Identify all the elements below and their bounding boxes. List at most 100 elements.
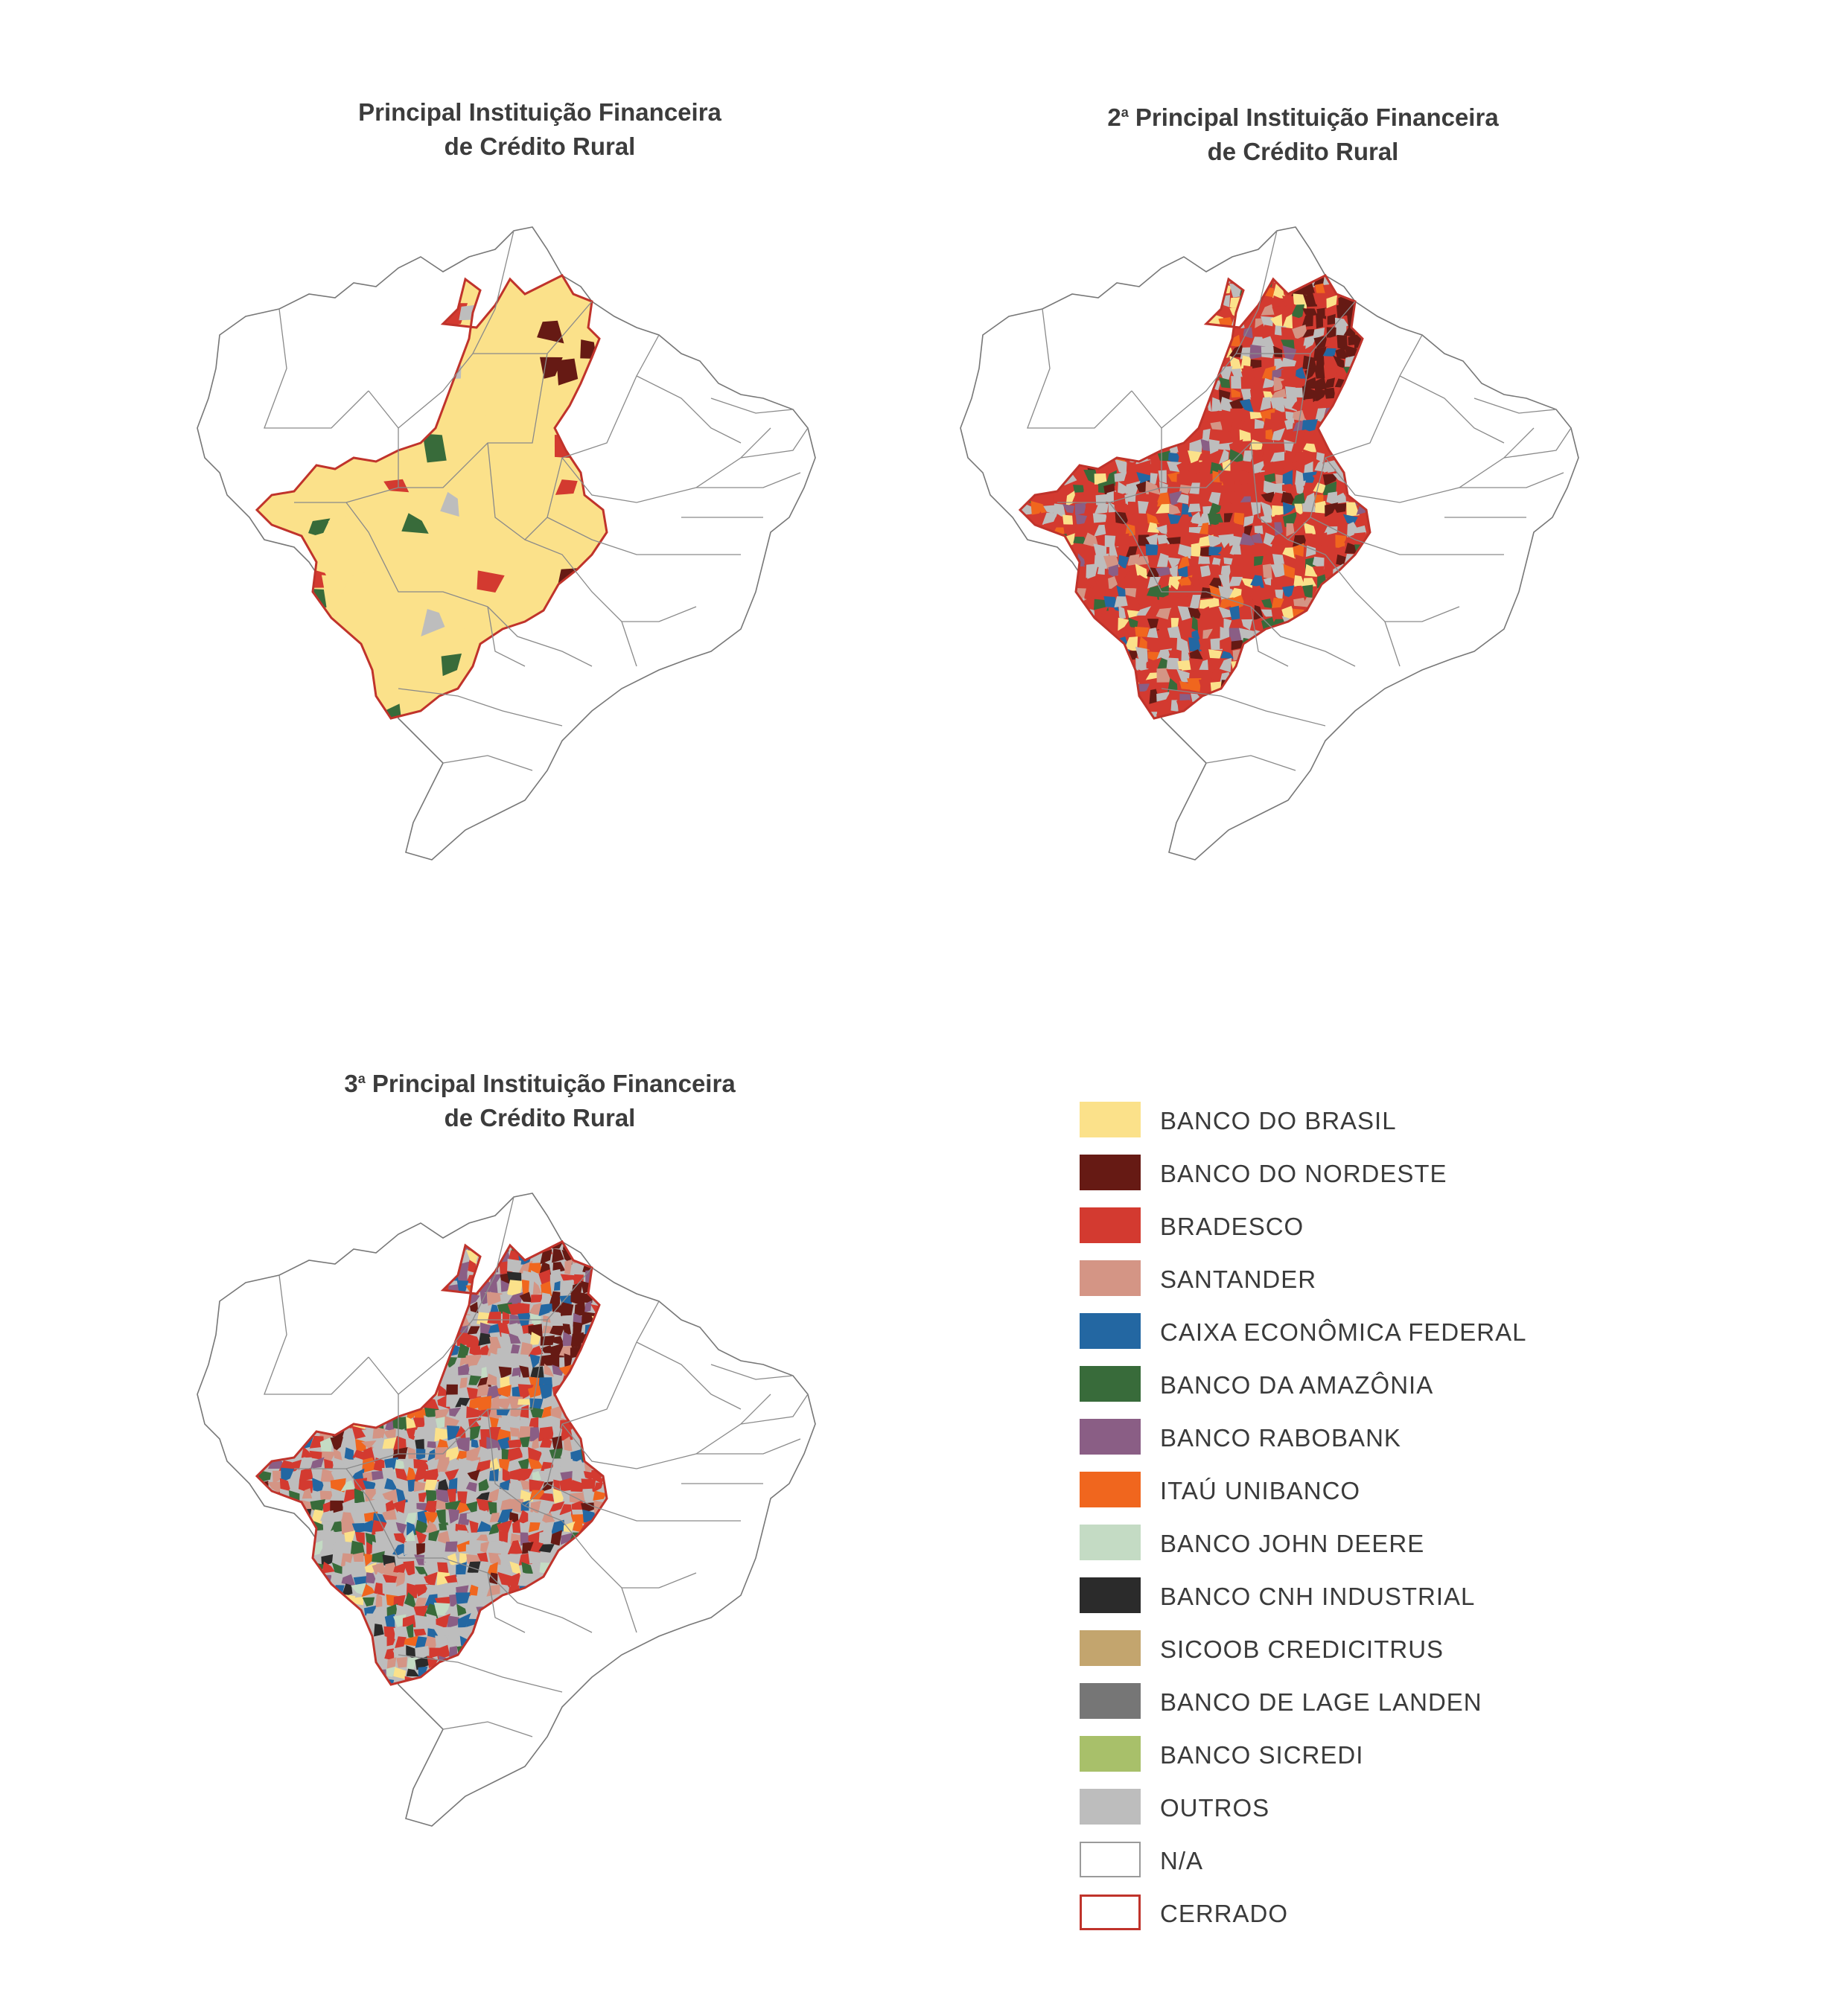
- municipality: [311, 1659, 326, 1668]
- legend-swatch: [1080, 1419, 1141, 1455]
- brazil-map-1: [197, 226, 816, 861]
- municipality: [560, 1315, 573, 1324]
- municipality: [319, 1436, 333, 1453]
- municipality: [1208, 438, 1220, 455]
- municipality: [477, 1521, 493, 1533]
- municipality: [1252, 376, 1264, 392]
- municipality: [351, 1688, 362, 1702]
- municipality: [1272, 295, 1287, 307]
- municipality: [288, 1667, 304, 1681]
- municipality: [1051, 630, 1065, 642]
- municipality: [1198, 577, 1214, 590]
- municipality: [1020, 547, 1025, 557]
- municipality: [1294, 503, 1303, 517]
- municipality: [1210, 421, 1223, 430]
- municipality: [322, 1561, 335, 1574]
- municipality: [1241, 578, 1253, 588]
- municipality: [1176, 636, 1190, 654]
- municipality: [440, 491, 459, 517]
- municipality: [1145, 543, 1161, 556]
- map-title-3-line2: de Crédito Rural: [444, 1104, 636, 1131]
- municipality: [1281, 596, 1293, 607]
- municipality: [361, 1583, 375, 1597]
- municipality: [510, 1479, 518, 1493]
- municipality: [1170, 618, 1179, 630]
- municipality: [593, 1686, 607, 1702]
- municipality: [1020, 575, 1022, 589]
- municipality: [528, 1345, 544, 1357]
- municipality: [1084, 700, 1098, 714]
- municipality: [257, 1655, 262, 1670]
- municipality: [1302, 308, 1318, 317]
- municipality: [1218, 534, 1234, 549]
- municipality: [455, 1397, 471, 1408]
- municipality: [1103, 699, 1115, 714]
- municipality: [488, 1404, 503, 1420]
- municipality: [1270, 389, 1287, 399]
- municipality: [386, 1635, 395, 1647]
- municipality: [530, 1331, 541, 1345]
- municipality: [331, 1512, 345, 1523]
- municipality: [1044, 661, 1054, 674]
- municipality: [1210, 616, 1223, 631]
- municipality: [257, 1645, 262, 1657]
- municipality: [1117, 721, 1130, 734]
- municipality: [395, 1522, 407, 1535]
- municipality: [1281, 483, 1293, 494]
- municipality: [538, 1426, 555, 1442]
- municipality: [279, 1645, 293, 1660]
- municipality: [287, 592, 307, 619]
- municipality: [476, 1534, 489, 1542]
- municipality: [1303, 533, 1316, 547]
- municipality: [498, 1458, 510, 1472]
- municipality: [1177, 660, 1191, 671]
- municipality: [1229, 491, 1242, 504]
- municipality: [1053, 721, 1066, 734]
- municipality: [1043, 636, 1057, 652]
- municipality: [1117, 680, 1131, 693]
- municipality: [530, 1366, 544, 1379]
- municipality: [270, 1562, 281, 1577]
- municipality: [1322, 473, 1338, 486]
- legend-label: SICOOB CREDICITRUS: [1160, 1635, 1444, 1663]
- municipality: [342, 571, 371, 598]
- municipality: [300, 1563, 315, 1578]
- municipality: [1282, 345, 1297, 361]
- municipality: [499, 1479, 510, 1491]
- map-title-2-line1: Principal Instituição Financeira: [1128, 103, 1499, 131]
- municipality: [413, 1605, 428, 1618]
- municipality: [1057, 564, 1068, 577]
- municipality: [1219, 657, 1232, 673]
- municipality: [1114, 533, 1129, 548]
- municipality: [425, 1462, 440, 1470]
- municipality: [415, 1530, 427, 1545]
- municipality: [1313, 365, 1325, 379]
- municipality: [1105, 511, 1118, 525]
- municipality: [424, 1468, 439, 1482]
- state-border: [636, 1341, 742, 1410]
- municipality: [319, 1603, 335, 1617]
- municipality: [1051, 584, 1065, 601]
- municipality: [1221, 411, 1233, 419]
- legend-swatch: [1080, 1102, 1141, 1137]
- municipality: [1146, 567, 1160, 579]
- municipality: [290, 1573, 302, 1588]
- municipality: [1239, 500, 1255, 516]
- municipality: [1109, 544, 1118, 557]
- municipality: [529, 1354, 541, 1369]
- municipality: [1253, 604, 1264, 620]
- municipality: [1355, 275, 1370, 277]
- municipality: [564, 1259, 573, 1275]
- municipality: [1220, 397, 1234, 413]
- state-border: [636, 375, 742, 444]
- municipality: [1271, 514, 1287, 527]
- municipality: [489, 1513, 500, 1523]
- municipality: [456, 1627, 470, 1638]
- municipality: [448, 1508, 460, 1524]
- municipality: [514, 378, 545, 400]
- municipality: [331, 1625, 346, 1639]
- municipality: [257, 1542, 271, 1557]
- municipality: [413, 1428, 429, 1441]
- municipality: [384, 1478, 398, 1491]
- municipality: [486, 1479, 503, 1491]
